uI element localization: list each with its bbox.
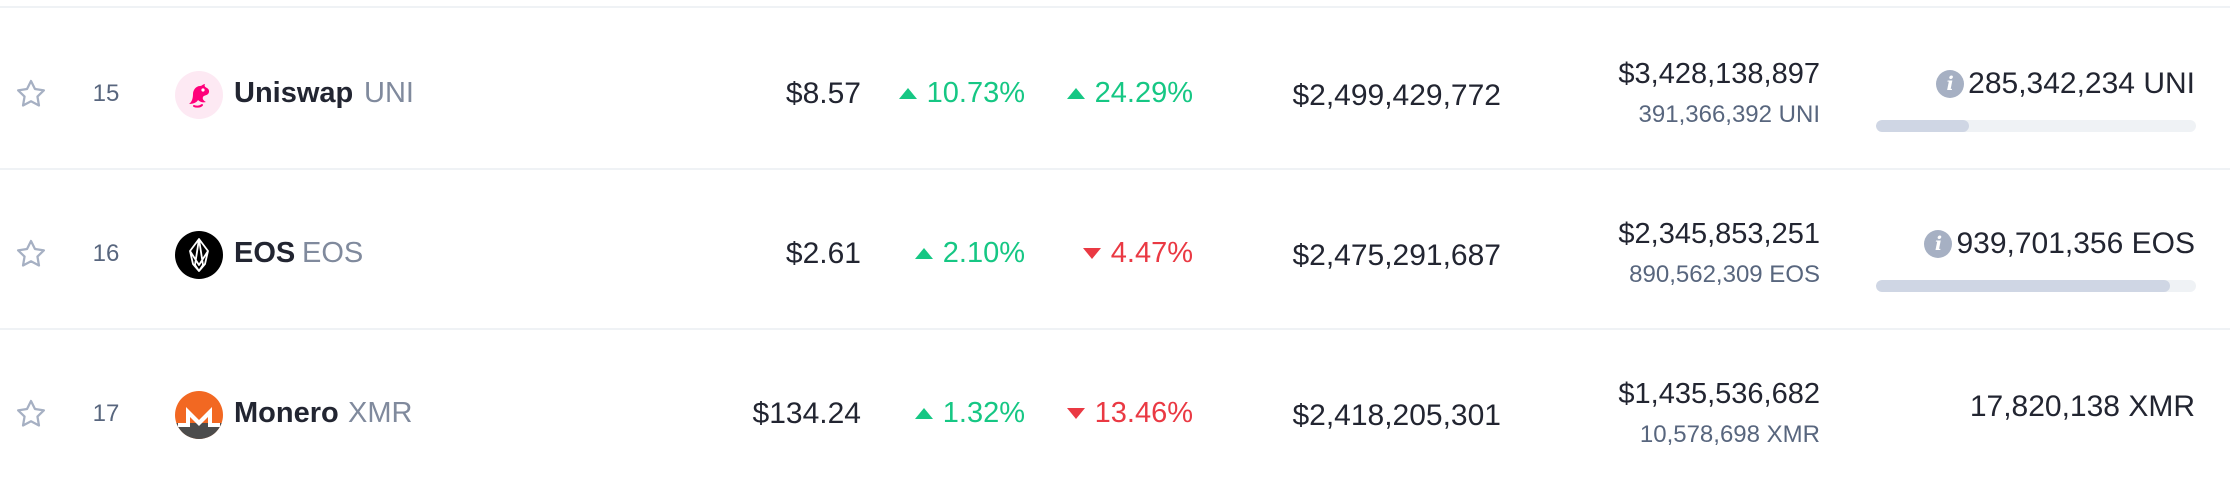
eos-logo-icon — [175, 231, 223, 279]
market-cap: $2,499,429,772 — [1292, 79, 1501, 112]
star-icon[interactable] — [14, 397, 48, 431]
supply-progress-fill — [1876, 120, 1969, 132]
change-7d-value: 4.47% — [1110, 237, 1193, 269]
change-24h: 2.10% — [914, 237, 1025, 270]
volume-usd[interactable]: $2,345,853,251 — [1618, 218, 1820, 250]
supply-progress-bar — [1876, 120, 2196, 132]
volume-usd[interactable]: $1,435,536,682 — [1618, 378, 1820, 410]
row-divider — [0, 6, 2230, 8]
circulating-supply: i 939,701,356 EOS — [1924, 227, 2195, 261]
volume-coin: 391,366,392 UNI — [1638, 101, 1820, 128]
market-cap: $2,475,291,687 — [1292, 239, 1501, 272]
circulating-supply: 17,820,138 XMR — [1970, 390, 2195, 424]
volume-coin: 890,562,309 EOS — [1629, 261, 1820, 288]
change-24h-value: 1.32% — [942, 397, 1025, 429]
change-24h: 10.73% — [898, 77, 1025, 110]
star-icon[interactable] — [14, 77, 48, 111]
change-7d: 24.29% — [1066, 77, 1193, 110]
star-icon[interactable] — [14, 237, 48, 271]
price[interactable]: $8.57 — [785, 77, 861, 110]
rank-number: 17 — [92, 400, 120, 427]
circulating-supply: i 285,342,234 UNI — [1936, 67, 2195, 101]
coin-symbol: UNI — [364, 77, 414, 109]
coin-name[interactable]: Monero — [234, 397, 339, 429]
circulating-supply-value: 285,342,234 UNI — [1968, 67, 2195, 100]
coin-symbol: EOS — [302, 237, 364, 269]
row-divider — [0, 168, 2230, 170]
rank-number: 15 — [92, 80, 120, 107]
rank-number: 16 — [92, 240, 120, 267]
change-7d-value: 13.46% — [1094, 397, 1193, 429]
row-divider — [0, 328, 2230, 330]
info-icon[interactable]: i — [1924, 230, 1953, 258]
change-7d: 4.47% — [1082, 237, 1193, 270]
market-cap: $2,418,205,301 — [1292, 399, 1501, 432]
circulating-supply-value: 17,820,138 XMR — [1969, 390, 2195, 423]
price[interactable]: $2.61 — [785, 237, 861, 270]
coin-name[interactable]: EOS — [234, 237, 296, 269]
price[interactable]: $134.24 — [752, 397, 861, 430]
table-row-monero[interactable]: 17 Monero XMR $134.24 1.32% 13.46% $2,41… — [0, 328, 2230, 488]
supply-progress-bar — [1876, 280, 2196, 292]
table-row-eos[interactable]: 16 EOS EOS $2.61 2.10% 4.47% $2,475,291,… — [0, 168, 2230, 328]
caret-up-icon — [898, 88, 917, 99]
change-24h: 1.32% — [914, 397, 1025, 430]
caret-down-icon — [1082, 248, 1101, 259]
caret-up-icon — [1066, 88, 1085, 99]
supply-progress-fill — [1876, 280, 2171, 292]
change-7d: 13.46% — [1066, 397, 1193, 430]
change-24h-value: 10.73% — [926, 77, 1025, 109]
volume-usd[interactable]: $3,428,138,897 — [1618, 58, 1820, 90]
coin-symbol: XMR — [348, 397, 413, 429]
uniswap-unicorn-icon — [175, 71, 223, 119]
change-24h-value: 2.10% — [942, 237, 1025, 269]
circulating-supply-value: 939,701,356 EOS — [1956, 227, 2195, 260]
caret-down-icon — [1066, 408, 1085, 419]
table-row-uniswap[interactable]: 15 Uniswap UNI $8.57 10.73% 24.29% $2,49… — [0, 8, 2230, 168]
info-icon[interactable]: i — [1936, 70, 1965, 98]
caret-up-icon — [914, 248, 933, 259]
coin-name[interactable]: Uniswap — [234, 77, 354, 109]
change-7d-value: 24.29% — [1094, 77, 1193, 109]
volume-coin: 10,578,698 XMR — [1639, 421, 1820, 448]
monero-logo-icon — [175, 391, 223, 439]
caret-up-icon — [914, 408, 933, 419]
